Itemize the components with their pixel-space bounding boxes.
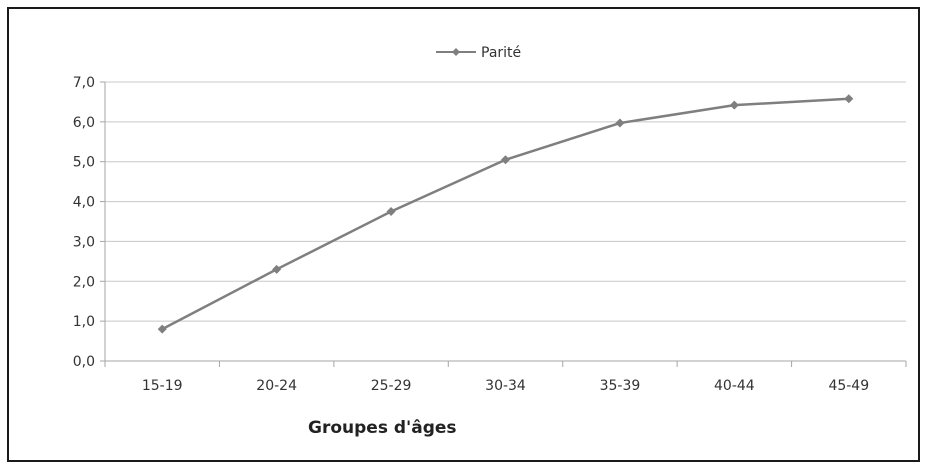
- y-tick-label: 5,0: [73, 155, 95, 171]
- y-tick-label: 4,0: [73, 195, 95, 211]
- legend-diamond-marker: [452, 48, 460, 56]
- x-tick-label: 40-44: [714, 378, 755, 394]
- data-point: [501, 155, 510, 165]
- y-axis-ticks: 0,0 1,0 2,0 3,0 4,0 5,0 6,0 7,0: [73, 75, 105, 370]
- x-tick-label: 45-49: [828, 378, 869, 394]
- legend-label: Parité: [481, 45, 521, 61]
- data-point: [272, 264, 282, 274]
- y-tick-label: 0,0: [73, 354, 95, 370]
- x-tick-label: 15-19: [142, 378, 183, 394]
- gridlines: [105, 81, 906, 322]
- data-point: [729, 100, 739, 110]
- data-point: [157, 324, 167, 334]
- data-point: [844, 94, 854, 104]
- line-chart: 0,0 1,0 2,0 3,0 4,0 5,0 6,0 7,0 15-19 20-24 25-29…: [73, 45, 907, 438]
- x-axis-ticks: 15-19 20-24 25-29 30-34 35-39 40-44 45-49: [104, 361, 907, 394]
- x-tick-label: 30-34: [485, 378, 526, 394]
- y-tick-label: 6,0: [73, 115, 95, 131]
- legend: Parité: [436, 45, 521, 61]
- series-parite: [157, 94, 854, 334]
- y-tick-label: 1,0: [73, 314, 95, 330]
- x-tick-label: 35-39: [600, 378, 641, 394]
- y-tick-label: 2,0: [73, 274, 95, 290]
- x-axis-title: Groupes d'âges: [308, 418, 457, 438]
- data-point: [386, 207, 396, 217]
- y-tick-label: 7,0: [73, 75, 95, 91]
- axes: [104, 82, 906, 362]
- x-tick-label: 20-24: [256, 378, 297, 394]
- series-line: [161, 97, 849, 331]
- x-tick-label: 25-29: [371, 378, 412, 394]
- chart-frame: 0,0 1,0 2,0 3,0 4,0 5,0 6,0 7,0 15-19 20-24 25-29…: [7, 7, 920, 462]
- data-point: [615, 118, 625, 128]
- y-tick-label: 3,0: [73, 234, 95, 250]
